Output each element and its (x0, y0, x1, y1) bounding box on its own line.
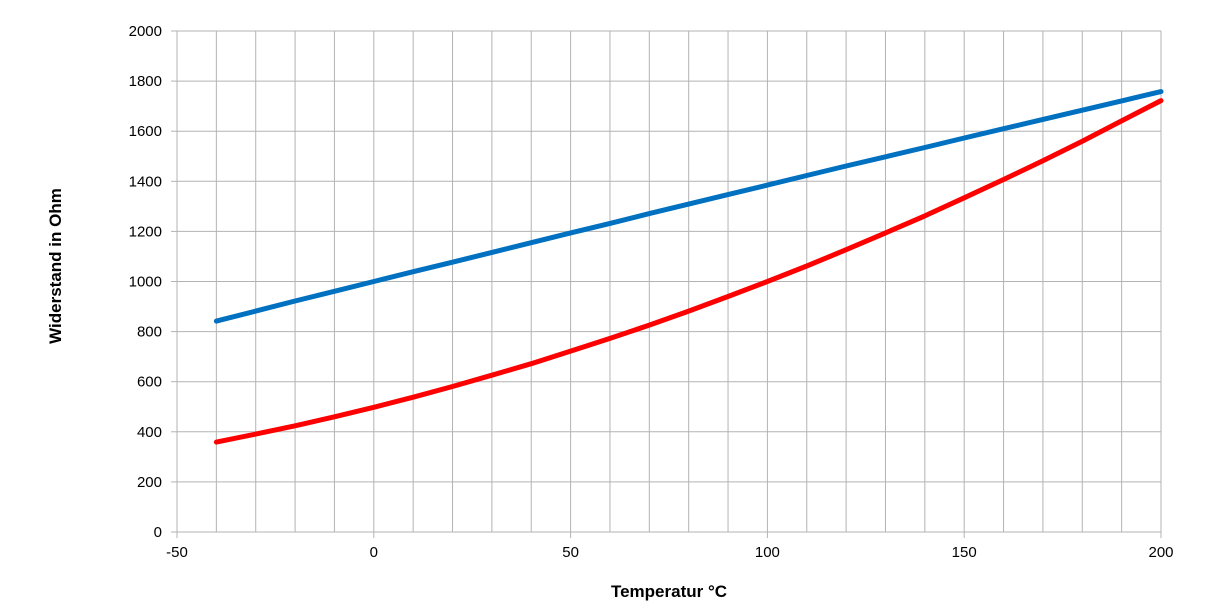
x-tick-label: 200 (1148, 544, 1173, 561)
y-tick-label: 1800 (129, 73, 162, 90)
y-tick-label: 400 (137, 424, 162, 441)
y-tick-label: 1400 (129, 173, 162, 190)
axes (171, 30, 1162, 538)
y-tick-label: 1000 (129, 274, 162, 291)
x-tick-label: 100 (755, 544, 780, 561)
y-tick-label: 800 (137, 324, 162, 341)
y-tick-label: 0 (154, 524, 162, 541)
series-line-2 (213, 98, 1164, 445)
y-tick-labels: 0 200 400 600 800 1000 1200 1400 1600 1800 2000 (129, 23, 162, 541)
y-tick-label: 200 (137, 474, 162, 491)
x-tick-labels: -50 0 50 100 150 200 (166, 544, 1173, 561)
y-tick-label: 600 (137, 374, 162, 391)
x-tick-label: 50 (562, 544, 579, 561)
x-tick-label: -50 (166, 544, 188, 561)
series-lines (213, 89, 1164, 445)
y-tick-label: 1200 (129, 223, 162, 240)
x-tick-label: 150 (952, 544, 977, 561)
y-axis-title: Widerstand in Ohm (46, 188, 65, 344)
x-tick-label: 0 (370, 544, 378, 561)
y-tick-label: 1600 (129, 123, 162, 140)
x-axis-title: Temperatur °C (611, 582, 727, 601)
series-line-1 (213, 89, 1164, 324)
y-tick-label: 2000 (129, 23, 162, 40)
grid-lines (176, 30, 1162, 533)
